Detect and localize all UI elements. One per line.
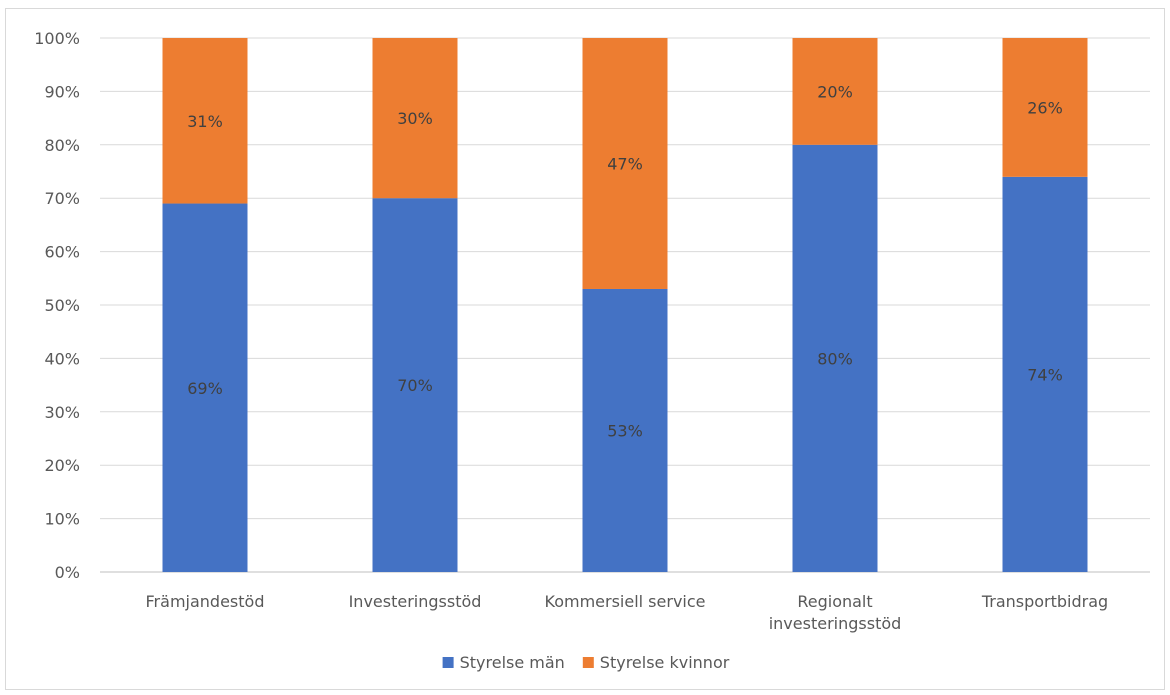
x-category-label: investeringsstöd <box>769 614 902 633</box>
data-label: 20% <box>817 82 853 101</box>
y-tick-label: 20% <box>44 456 80 475</box>
bar-styrelse-man <box>162 203 248 573</box>
bar-styrelse-man <box>372 198 458 572</box>
data-label: 31% <box>187 112 223 131</box>
x-category-label: Kommersiell service <box>545 592 706 611</box>
y-tick-label: 100% <box>34 29 80 48</box>
data-label: 26% <box>1027 98 1063 117</box>
legend-label: Styrelse män <box>460 653 565 672</box>
y-tick-label: 50% <box>44 296 80 315</box>
y-tick-label: 80% <box>44 136 80 155</box>
legend-swatch-styrelse-man <box>442 657 454 668</box>
bar-styrelse-kvinnor <box>1002 38 1088 177</box>
data-label: 53% <box>607 421 643 440</box>
data-label: 47% <box>607 154 643 173</box>
data-label: 74% <box>1027 365 1063 384</box>
y-tick-label: 60% <box>44 243 80 262</box>
y-tick-label: 10% <box>44 510 80 529</box>
x-category-label: Främjandestöd <box>146 592 265 611</box>
x-category-label: Regionalt <box>797 592 872 611</box>
legend-label: Styrelse kvinnor <box>600 653 730 672</box>
data-label: 30% <box>397 109 433 128</box>
bar-styrelse-man <box>582 288 668 572</box>
y-tick-label: 40% <box>44 349 80 368</box>
legend-swatch-styrelse-kvinnor <box>582 657 594 668</box>
data-label: 80% <box>817 349 853 368</box>
y-tick-label: 0% <box>55 563 80 582</box>
x-category-label: Transportbidrag <box>981 592 1108 611</box>
bar-styrelse-kvinnor <box>792 38 878 145</box>
y-tick-label: 70% <box>44 189 80 208</box>
x-category-label: Investeringsstöd <box>349 592 482 611</box>
y-tick-label: 30% <box>44 403 80 422</box>
bar-styrelse-kvinnor <box>582 38 668 289</box>
y-tick-label: 90% <box>44 82 80 101</box>
data-label: 69% <box>187 379 223 398</box>
bar-styrelse-kvinnor <box>372 38 458 199</box>
bar-styrelse-man <box>792 144 878 573</box>
data-label: 70% <box>397 376 433 395</box>
bar-styrelse-man <box>1002 176 1088 572</box>
bar-styrelse-kvinnor <box>162 38 248 204</box>
